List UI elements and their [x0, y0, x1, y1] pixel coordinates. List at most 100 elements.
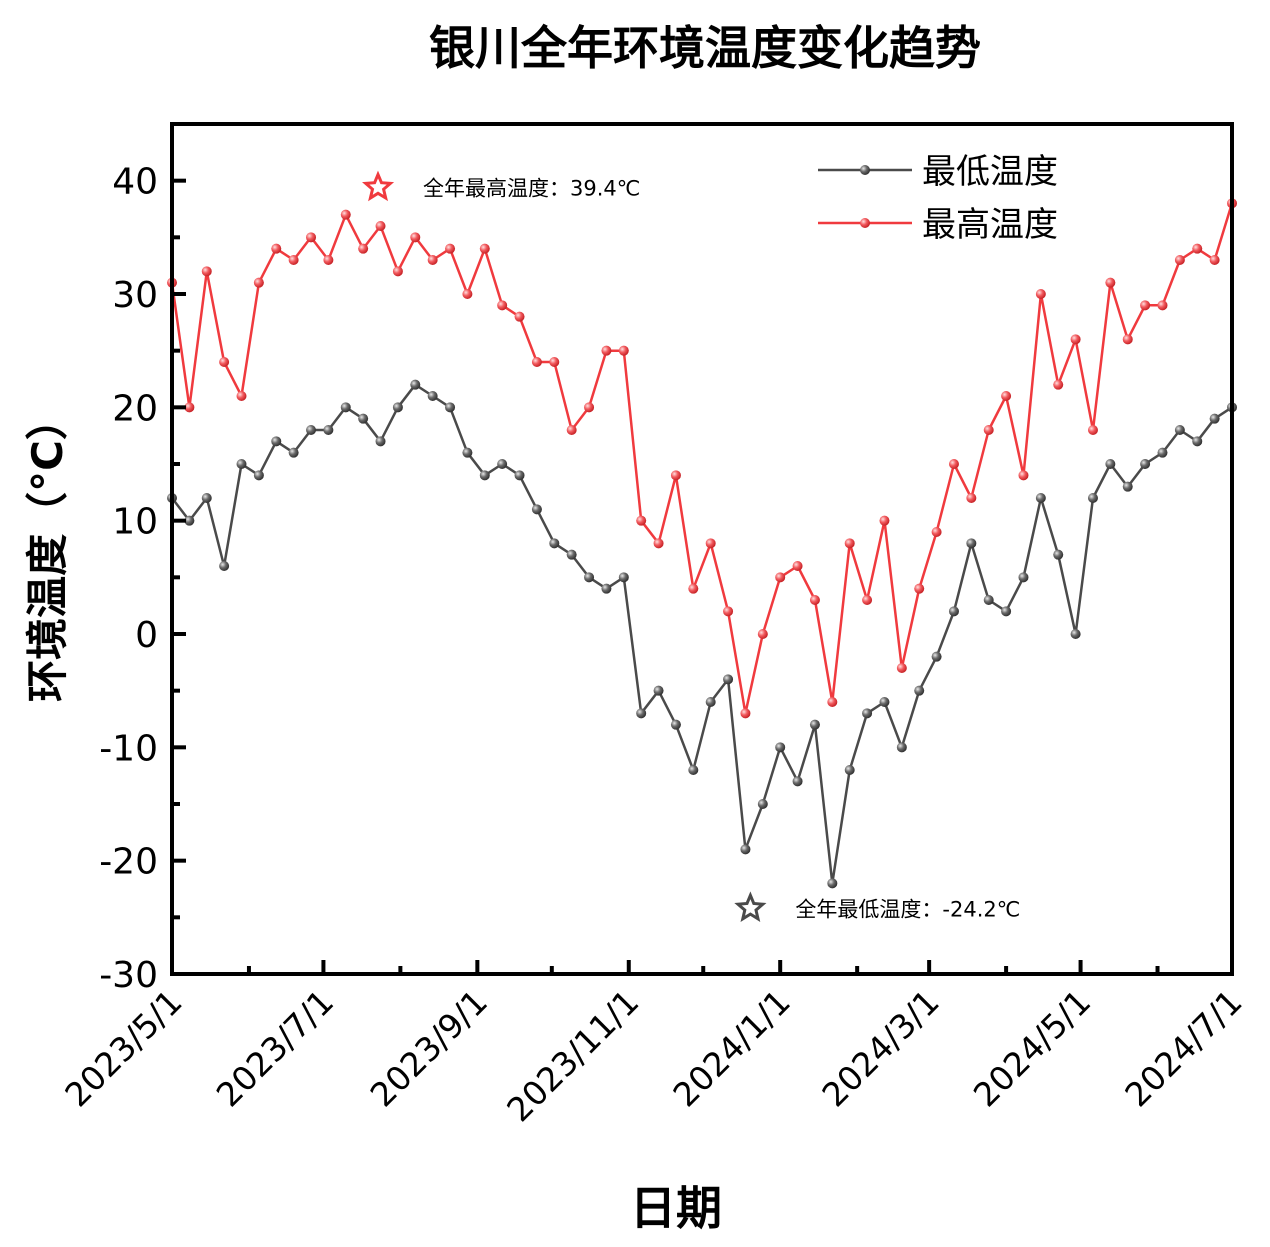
data-point	[948, 606, 959, 617]
data-point	[1209, 255, 1220, 265]
data-point	[1157, 300, 1168, 311]
y-tick-label: 30	[112, 275, 158, 316]
data-point	[271, 243, 282, 254]
data-point	[653, 538, 664, 549]
data-point	[219, 561, 230, 571]
data-point	[427, 391, 438, 401]
y-tick-label: 10	[112, 502, 158, 543]
x-tick-label: 2024/1/1	[665, 982, 797, 1114]
data-point	[723, 674, 734, 685]
data-point	[740, 844, 751, 855]
data-point	[340, 209, 351, 220]
data-point	[688, 583, 699, 594]
data-point	[445, 243, 456, 254]
data-point	[479, 243, 490, 254]
data-point	[1035, 493, 1046, 503]
x-axis-label: 日期	[630, 1181, 722, 1235]
series-line	[170, 202, 1234, 715]
data-point	[1192, 436, 1203, 447]
data-point	[705, 697, 716, 707]
data-point	[462, 289, 473, 299]
data-point	[983, 595, 994, 605]
data-point	[306, 425, 317, 435]
data-point	[271, 436, 282, 447]
max-temp-annotation: 全年最高温度：39.4℃	[423, 176, 640, 200]
data-point	[1122, 481, 1133, 492]
data-point	[1087, 493, 1098, 503]
data-point	[410, 379, 421, 390]
data-point	[705, 538, 716, 549]
data-point	[549, 357, 560, 367]
data-point	[1122, 334, 1133, 345]
legend-item-min: 最低温度	[818, 152, 1058, 192]
y-tick-label: 20	[112, 388, 158, 429]
data-point	[358, 413, 369, 424]
data-point	[723, 606, 734, 617]
data-point	[219, 357, 230, 367]
data-point	[896, 742, 907, 753]
y-tick-label: -30	[99, 955, 158, 996]
data-point	[497, 459, 508, 469]
data-point	[896, 663, 907, 673]
data-point	[844, 538, 855, 549]
data-point	[201, 493, 212, 503]
data-point	[306, 232, 317, 243]
axes: -30 -20 -10 0 10 20 30 40 2023/5/1 2023/7/1 2023/9…	[57, 162, 1249, 1130]
data-point	[1140, 300, 1151, 311]
data-point	[1035, 289, 1046, 299]
data-point	[757, 799, 768, 809]
data-point	[931, 527, 942, 537]
data-point	[670, 470, 681, 481]
legend-marker	[860, 165, 870, 175]
legend-item-max: 最高温度	[818, 205, 1058, 245]
y-tick-label: 40	[112, 162, 158, 203]
data-point	[323, 255, 334, 265]
data-point	[1001, 606, 1012, 617]
data-point	[740, 708, 751, 719]
x-tick-label: 2023/11/1	[499, 982, 646, 1129]
data-point	[1209, 413, 1220, 424]
x-tick-label: 2024/7/1	[1117, 982, 1249, 1114]
data-point	[914, 583, 925, 594]
data-point	[253, 470, 264, 481]
data-point	[1140, 459, 1151, 469]
data-point	[948, 459, 959, 469]
data-point	[775, 742, 786, 753]
data-point	[688, 765, 699, 775]
data-point	[792, 561, 803, 571]
data-point	[879, 515, 890, 526]
data-point	[618, 345, 629, 356]
data-point	[792, 776, 803, 787]
annotation-star-icon	[734, 891, 767, 922]
data-point	[809, 719, 820, 730]
data-point	[392, 402, 403, 413]
data-point	[427, 255, 438, 265]
data-point	[288, 447, 299, 458]
data-point	[392, 266, 403, 277]
data-point	[966, 493, 977, 503]
x-tick-label: 2024/3/1	[814, 982, 946, 1114]
data-point	[340, 402, 351, 413]
data-point	[601, 583, 612, 594]
data-point	[375, 436, 386, 447]
annotation-star-icon	[362, 170, 395, 202]
data-point	[636, 708, 647, 719]
data-point	[601, 345, 612, 356]
data-point	[670, 719, 681, 730]
data-point	[358, 243, 369, 254]
data-point	[809, 595, 820, 605]
data-point	[1105, 277, 1116, 288]
data-point	[201, 266, 212, 277]
data-point	[462, 447, 473, 458]
series-min	[167, 379, 1237, 889]
data-point	[236, 391, 247, 401]
data-point	[827, 878, 838, 889]
data-point	[1053, 379, 1064, 390]
data-point	[566, 425, 577, 435]
min-temp-annotation: 全年最低温度：-24.2℃	[795, 897, 1020, 921]
data-point	[323, 425, 334, 435]
data-point	[757, 629, 768, 639]
data-point	[618, 572, 629, 583]
data-point	[1001, 391, 1012, 401]
